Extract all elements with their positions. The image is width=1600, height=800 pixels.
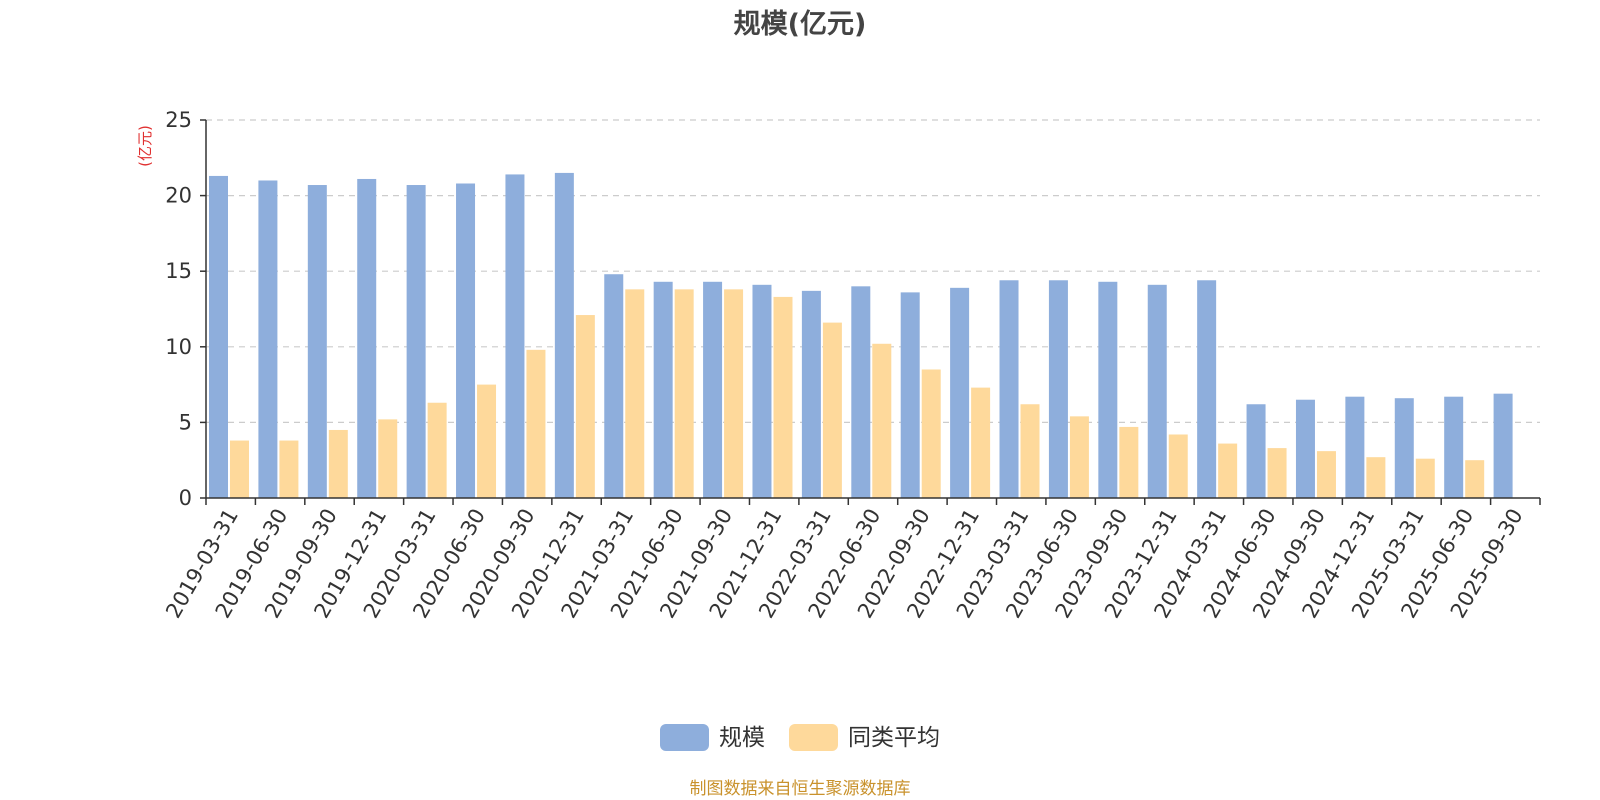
bar-peer-average (872, 343, 892, 498)
bar-peer-average (279, 440, 299, 498)
chart-title: 规模(亿元) (734, 9, 867, 40)
legend-swatch (660, 724, 709, 751)
bar-peer-average (1069, 416, 1089, 498)
bar-scale (703, 281, 723, 498)
bar-peer-average (625, 289, 645, 498)
bar-scale (1246, 404, 1266, 498)
bar-peer-average (1415, 458, 1435, 498)
bar-scale (1444, 396, 1464, 498)
data-source-note: 制图数据来自恒生聚源数据库 (690, 779, 911, 799)
bar-scale (999, 280, 1019, 498)
bar-peer-average (1168, 434, 1188, 498)
legend-label: 同类平均 (848, 725, 940, 751)
bar-peer-average (971, 387, 991, 498)
bar-peer-average (1119, 426, 1139, 498)
bar-scale (900, 292, 920, 498)
bar-scale (258, 180, 278, 499)
y-tick-label: 15 (165, 259, 192, 283)
bar-peer-average (1218, 443, 1238, 498)
bar-scale (1493, 393, 1513, 498)
bar-scale (357, 178, 377, 498)
y-tick-label: 0 (179, 486, 192, 510)
bar-peer-average (822, 322, 842, 498)
legend-swatch (789, 724, 838, 751)
y-tick-label: 5 (179, 410, 192, 434)
bar-peer-average (477, 384, 497, 498)
bar-scale (653, 281, 673, 498)
bar-scale (752, 284, 772, 498)
bars (209, 172, 1513, 499)
legend-item-scale[interactable]: 规模 (660, 724, 765, 751)
bar-scale (1295, 399, 1315, 498)
bar-peer-average (575, 315, 595, 498)
bar-scale (307, 185, 327, 499)
legend-item-peer-average[interactable]: 同类平均 (789, 724, 940, 751)
bar-scale (1098, 281, 1118, 498)
bar-peer-average (674, 289, 694, 498)
bar-scale (801, 290, 821, 498)
bar-scale (406, 185, 426, 499)
bar-scale (851, 286, 871, 498)
y-tick-labels: 0 5 10 15 20 25 (165, 108, 192, 510)
bar-peer-average (724, 289, 744, 498)
y-tick-label: 25 (165, 108, 192, 132)
axes (200, 119, 1541, 505)
y-tick-label: 10 (165, 335, 192, 359)
y-tick-label: 20 (165, 184, 192, 208)
y-axis-label: (亿元) (136, 125, 154, 167)
bar-scale (950, 287, 970, 498)
legend-label: 规模 (719, 725, 765, 751)
bar-peer-average (1465, 460, 1485, 498)
x-tick-labels: 2019-03-312019-06-302019-09-302019-12-31… (161, 505, 1527, 623)
bar-peer-average (378, 419, 398, 498)
legend[interactable]: 规模 同类平均 (660, 724, 940, 751)
bar-peer-average (230, 440, 249, 498)
bar-peer-average (1020, 404, 1040, 498)
bar-peer-average (1366, 457, 1386, 498)
bar-scale (1394, 398, 1414, 498)
bar-scale (1147, 284, 1167, 498)
bar-scale (1048, 280, 1068, 498)
bar-scale (604, 274, 624, 498)
bar-peer-average (1316, 451, 1336, 498)
bar-scale (554, 172, 574, 499)
bar-scale (456, 183, 476, 498)
bar-scale (1197, 280, 1217, 498)
bar-peer-average (1267, 448, 1287, 498)
bar-peer-average (427, 402, 447, 498)
bar-peer-average (328, 429, 348, 498)
bar-peer-average (773, 296, 793, 498)
bar-scale (505, 174, 525, 498)
bar-peer-average (921, 369, 941, 498)
bar-scale (209, 175, 228, 498)
bar-scale (1345, 396, 1365, 498)
bar-peer-average (526, 349, 546, 498)
